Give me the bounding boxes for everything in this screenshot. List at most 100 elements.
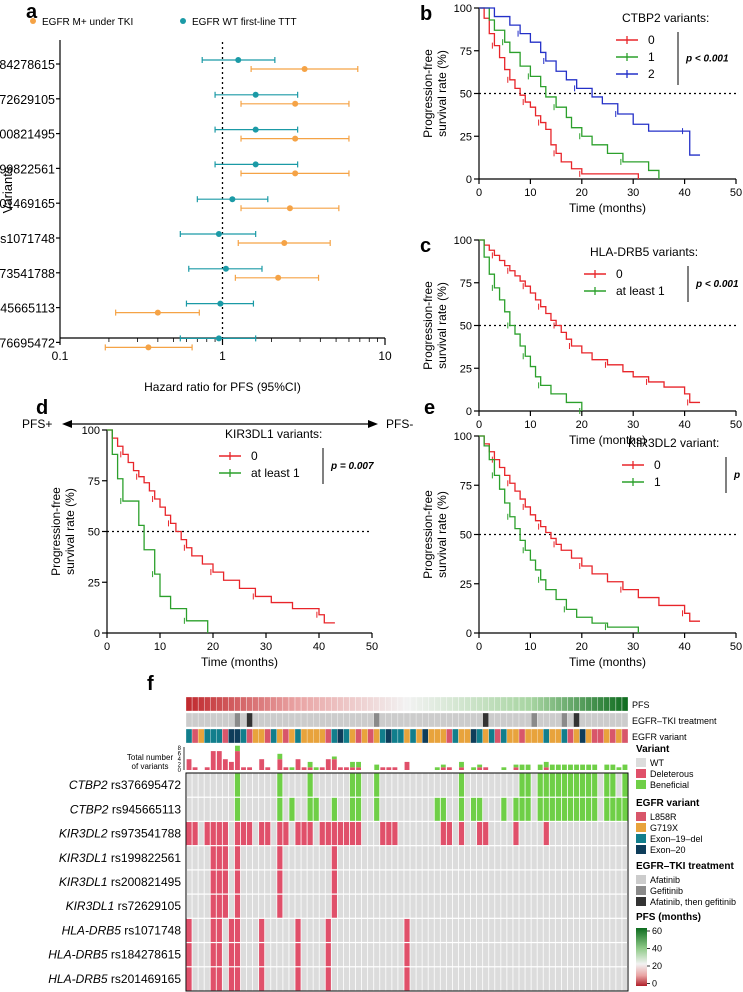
tki-cell — [197, 712, 205, 728]
heatmap-cell — [404, 967, 410, 991]
heatmap-cell — [543, 870, 549, 894]
heatmap-cell — [507, 797, 513, 821]
heatmap-cell — [283, 797, 289, 821]
heatmap-cell — [307, 773, 313, 797]
heatmap-cell — [470, 870, 477, 894]
bar-deleterious — [307, 767, 313, 770]
tki-cell — [579, 712, 586, 728]
hr-point-wt-3 — [252, 161, 259, 168]
legend-pfs-title: PFS (months) — [636, 912, 701, 923]
km-x-tick-label-e: 20 — [576, 641, 588, 653]
heatmap-cell — [470, 894, 477, 918]
egfr-cell — [621, 728, 629, 744]
bar-deleterious — [513, 767, 519, 770]
egfr-cell — [409, 728, 417, 744]
km-y-label-line1: Progression-free — [421, 49, 435, 138]
heatmap-cell — [477, 967, 483, 991]
heatmap-cell — [501, 918, 507, 942]
heatmap-cell — [355, 870, 362, 894]
egfr-cell — [573, 728, 580, 744]
heatmap-cell — [392, 870, 398, 894]
heatmap-cell — [543, 894, 549, 918]
heatmap-cell — [240, 822, 247, 846]
heatmap-cell — [477, 846, 483, 870]
heatmap-cell — [361, 894, 368, 918]
heatmap-cell — [519, 894, 525, 918]
legend-label-wt: EGFR WT first-line TTT — [192, 17, 297, 28]
heatmap-cell — [458, 846, 465, 870]
heatmap-cell — [422, 943, 428, 967]
heatmap-cell — [234, 870, 241, 894]
heatmap-cell — [301, 822, 307, 846]
legend-tki-title: EGFR–TKI treatment — [636, 861, 734, 872]
heatmap-cell — [374, 894, 380, 918]
heatmap-cell — [386, 918, 392, 942]
heatmap-cell — [555, 822, 561, 846]
heatmap-cell — [495, 870, 501, 894]
heatmap-cell — [277, 797, 283, 821]
heatmap-cell — [561, 822, 568, 846]
tki-cell — [331, 712, 338, 728]
pfs-cell — [621, 696, 629, 712]
heatmap-cell — [446, 822, 453, 846]
heatmap-cell — [349, 943, 356, 967]
heatmap-row-gene: CTBP2 — [70, 802, 109, 816]
bar-beneficial — [586, 764, 592, 770]
heatmap-cell — [531, 822, 537, 846]
bar-beneficial — [568, 764, 573, 770]
heatmap-cell — [337, 797, 344, 821]
heatmap-cell — [313, 870, 319, 894]
egfr-cell — [216, 728, 223, 744]
heatmap-cell — [428, 943, 434, 967]
heatmap-frame — [185, 772, 629, 992]
heatmap-cell — [586, 918, 592, 942]
heatmap-cell — [458, 894, 465, 918]
variant-rs: rs1071748 — [0, 232, 55, 246]
heatmap-cell — [313, 822, 319, 846]
heatmap-cell — [265, 822, 271, 846]
heatmap-cell — [537, 822, 543, 846]
heatmap-cell — [392, 967, 398, 991]
heatmap-cell — [622, 967, 628, 991]
heatmap-cell — [398, 918, 404, 942]
heatmap-cell — [259, 967, 265, 991]
bar-beneficial — [580, 764, 586, 770]
km-legend-label-e: 1 — [654, 475, 661, 489]
km-curve-e-0 — [479, 435, 701, 622]
km-y-tick-label-c: 50 — [460, 321, 472, 333]
heatmap-cell — [592, 797, 598, 821]
heatmap-cell — [186, 943, 192, 967]
heatmap-cell — [513, 870, 519, 894]
hr-point-tki-0 — [301, 66, 308, 72]
heatmap-cell — [337, 773, 344, 797]
heatmap-cell — [325, 773, 331, 797]
tki-cell — [609, 712, 617, 728]
egfr-cell — [294, 728, 302, 744]
heatmap-cell — [253, 870, 259, 894]
heatmap-cell — [501, 943, 507, 967]
heatmap-cell — [428, 846, 434, 870]
heatmap-cell — [355, 918, 362, 942]
hr-point-wt-1 — [252, 91, 259, 98]
heatmap-cell — [331, 943, 337, 967]
heatmap-cell — [452, 822, 459, 846]
heatmap-cell — [289, 870, 295, 894]
bar-deleterious — [241, 767, 246, 770]
heatmap-cell — [610, 943, 616, 967]
hr-point-wt-7 — [217, 300, 224, 307]
heatmap-cell — [271, 967, 277, 991]
heatmap-cell — [240, 846, 247, 870]
heatmap-cell — [598, 846, 604, 870]
tki-cell — [288, 712, 296, 728]
tki-cell — [373, 712, 380, 728]
heatmap-cell — [240, 797, 247, 821]
panel-label-e: e — [424, 397, 435, 419]
heatmap-row-label-7: HLA-DRB5 rs184278615 — [48, 948, 181, 962]
legend-egfr-label-3: Exon–20 — [650, 845, 686, 855]
heatmap-cell — [355, 943, 362, 967]
tki-cell — [361, 712, 368, 728]
heatmap-cell — [331, 846, 337, 870]
hr-point-tki-1 — [292, 100, 299, 107]
tki-cell — [228, 712, 235, 728]
tki-cell — [276, 712, 284, 728]
